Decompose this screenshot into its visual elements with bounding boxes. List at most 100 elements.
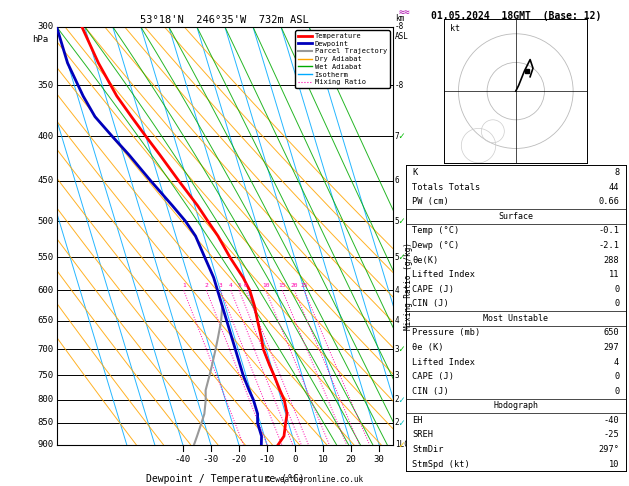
Text: 3: 3 [219,283,223,288]
Text: -2.1: -2.1 [598,241,619,250]
Text: 300: 300 [37,22,53,31]
Text: 2: 2 [204,283,208,288]
Text: StmSpd (kt): StmSpd (kt) [413,460,470,469]
Text: 400: 400 [37,132,53,140]
Text: 3: 3 [395,371,399,380]
Text: 550: 550 [37,253,53,262]
Text: 4: 4 [395,316,399,326]
Text: 10: 10 [262,283,270,288]
Text: -40: -40 [603,416,619,425]
Text: 4: 4 [614,358,619,366]
Text: θe (K): θe (K) [413,343,444,352]
Text: ✓: ✓ [398,440,404,450]
Text: StmDir: StmDir [413,445,444,454]
Legend: Temperature, Dewpoint, Parcel Trajectory, Dry Adiabat, Wet Adiabat, Isotherm, Mi: Temperature, Dewpoint, Parcel Trajectory… [295,30,389,88]
Text: 15: 15 [279,283,286,288]
Text: 20: 20 [346,455,357,464]
Text: ✓: ✓ [398,131,404,141]
Text: 3: 3 [395,345,399,354]
Text: -8: -8 [395,22,404,31]
Text: ✓: ✓ [398,395,404,405]
Text: Totals Totals: Totals Totals [413,183,481,191]
Text: 800: 800 [37,396,53,404]
Text: Dewp (°C): Dewp (°C) [413,241,460,250]
Text: 5: 5 [395,217,399,226]
Text: 4: 4 [395,286,399,295]
Text: Dewpoint / Temperature (°C): Dewpoint / Temperature (°C) [145,474,304,484]
Text: 2: 2 [395,396,399,404]
Text: ✓: ✓ [398,344,404,354]
Text: © weatheronline.co.uk: © weatheronline.co.uk [266,474,363,484]
Text: 0: 0 [614,299,619,308]
Text: Most Unstable: Most Unstable [483,314,548,323]
Text: 7: 7 [395,132,399,140]
Text: 297: 297 [603,343,619,352]
Text: 11: 11 [609,270,619,279]
Text: kt: kt [450,24,460,33]
Text: CAPE (J): CAPE (J) [413,372,454,381]
Text: -25: -25 [603,431,619,439]
Text: 450: 450 [37,176,53,186]
Text: 500: 500 [37,217,53,226]
Text: -10: -10 [259,455,275,464]
Text: EH: EH [413,416,423,425]
Text: 650: 650 [603,329,619,337]
Text: Temp (°C): Temp (°C) [413,226,460,235]
Text: θe(K): θe(K) [413,256,438,264]
Text: 2: 2 [395,418,399,428]
Text: 30: 30 [374,455,384,464]
Text: ≈≈: ≈≈ [398,7,410,17]
Text: Mixing Ratio (g/kg): Mixing Ratio (g/kg) [404,242,413,330]
Text: 0.66: 0.66 [598,197,619,206]
Text: PW (cm): PW (cm) [413,197,449,206]
Text: 6: 6 [244,283,248,288]
Text: 0: 0 [292,455,298,464]
Text: Lifted Index: Lifted Index [413,270,476,279]
Text: hPa: hPa [31,35,48,44]
Text: 8: 8 [614,168,619,177]
Text: 288: 288 [603,256,619,264]
Text: ✓: ✓ [398,252,404,262]
Text: 01.05.2024  18GMT  (Base: 12): 01.05.2024 18GMT (Base: 12) [431,11,601,21]
Text: -0.1: -0.1 [598,226,619,235]
Text: CAPE (J): CAPE (J) [413,285,454,294]
Text: Surface: Surface [498,212,533,221]
Text: 44: 44 [609,183,619,191]
Text: 600: 600 [37,286,53,295]
Text: -8: -8 [395,81,404,90]
Text: 750: 750 [37,371,53,380]
Text: SREH: SREH [413,431,433,439]
Text: -20: -20 [231,455,247,464]
Text: 5: 5 [395,253,399,262]
Text: 297°: 297° [598,445,619,454]
Text: 10: 10 [318,455,328,464]
Text: 5: 5 [237,283,241,288]
Text: km: km [395,14,404,22]
Text: 0: 0 [614,285,619,294]
Text: 700: 700 [37,345,53,354]
Text: 20: 20 [291,283,298,288]
Text: 850: 850 [37,418,53,428]
Text: ✓: ✓ [398,216,404,226]
Text: 0: 0 [614,372,619,381]
Text: 6: 6 [395,176,399,186]
Text: CIN (J): CIN (J) [413,299,449,308]
Text: K: K [413,168,418,177]
Text: 25: 25 [301,283,308,288]
Text: 650: 650 [37,316,53,326]
Text: 10: 10 [609,460,619,469]
Text: -30: -30 [203,455,219,464]
Text: 1LCL: 1LCL [395,440,413,449]
Text: 1: 1 [182,283,186,288]
Title: 53°18'N  246°35'W  732m ASL: 53°18'N 246°35'W 732m ASL [140,15,309,25]
Text: Pressure (mb): Pressure (mb) [413,329,481,337]
Text: Lifted Index: Lifted Index [413,358,476,366]
Text: 350: 350 [37,81,53,90]
Text: ✓: ✓ [398,418,404,428]
Text: CIN (J): CIN (J) [413,387,449,396]
Text: 0: 0 [614,387,619,396]
Text: 4: 4 [229,283,233,288]
Text: -40: -40 [175,455,191,464]
Text: Hodograph: Hodograph [493,401,538,410]
Text: ASL: ASL [395,33,409,41]
